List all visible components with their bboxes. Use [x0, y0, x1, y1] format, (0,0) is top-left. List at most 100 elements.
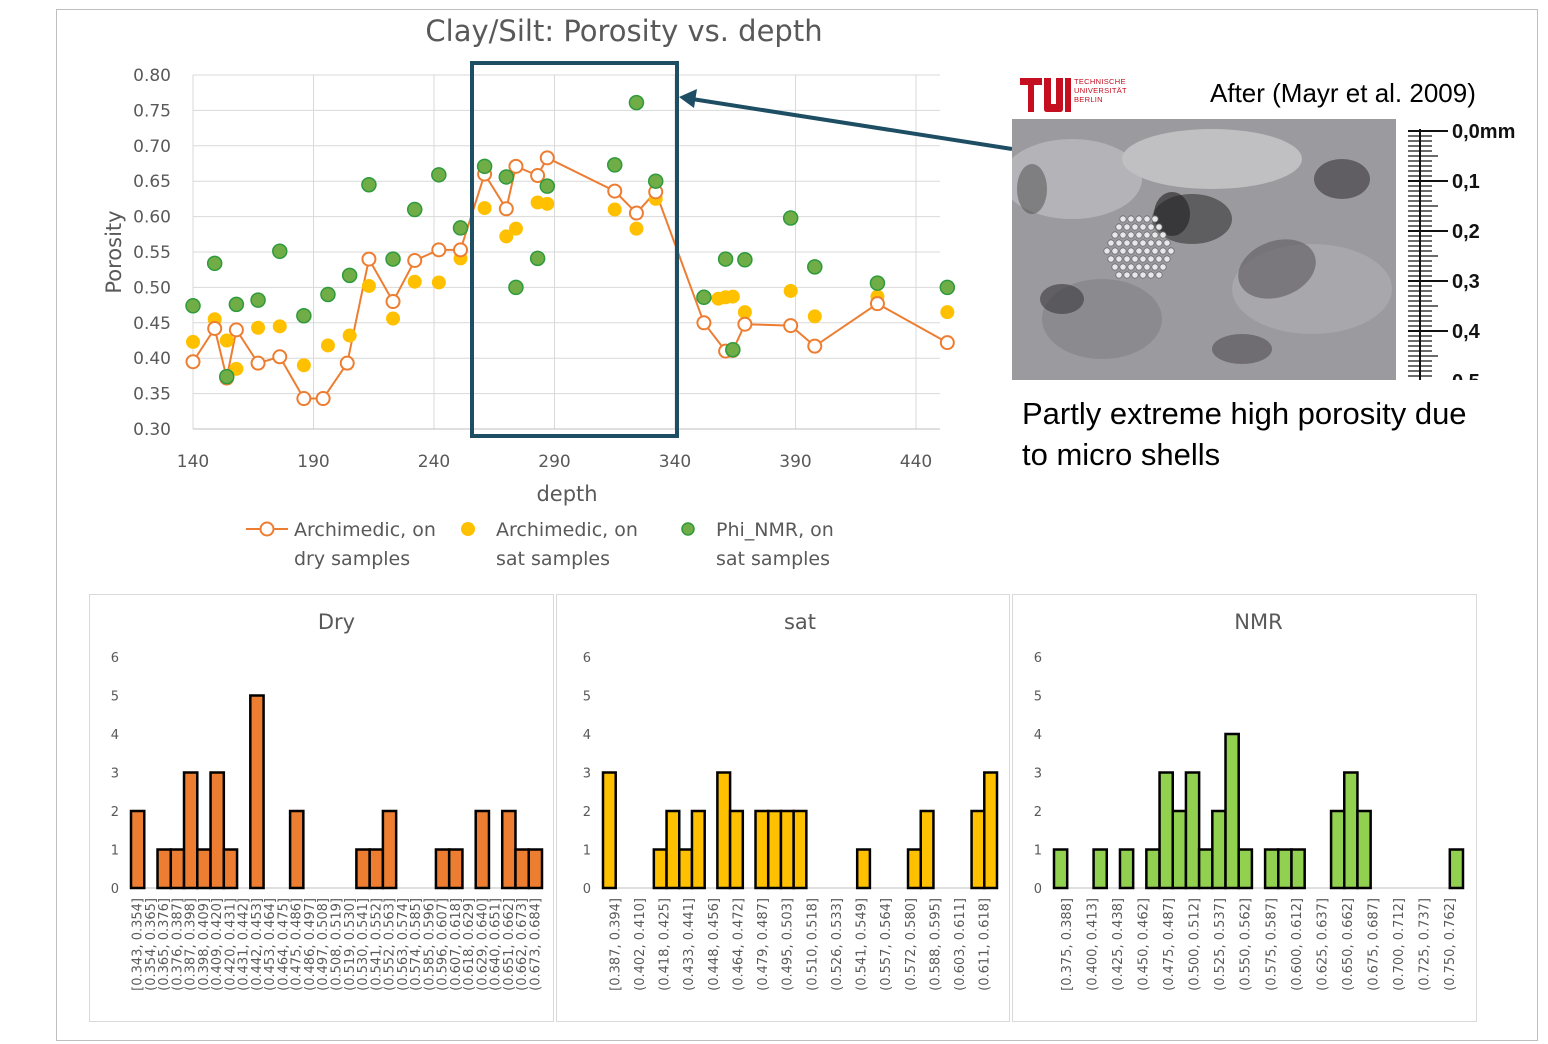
histogram-bar: [355, 848, 371, 890]
y-tick-label: 4: [1034, 728, 1042, 743]
x-tick-label: (0.526, 0.533]: [830, 898, 845, 991]
shell-pore: [1119, 231, 1127, 239]
x-tick-label: (0.603, 0.611]: [953, 898, 968, 991]
y-tick-label: 6: [111, 651, 119, 666]
y-tick-label: 0.45: [133, 314, 171, 334]
nmr-point: [228, 296, 245, 313]
y-tick-label: 5: [1034, 690, 1042, 705]
pointer-arrowhead: [679, 89, 697, 108]
histogram-bar: [678, 848, 694, 890]
histogram-sat: sat 0 1 2 3 4 5 6 [0.387, 0.394] (0.402, 0.410] (0…: [583, 610, 999, 991]
y-tick-label: 0.55: [133, 243, 171, 263]
logo-line-3: BERLIN: [1074, 95, 1103, 104]
x-tick-label: (0.588, 0.595]: [928, 898, 943, 991]
nmr-point: [529, 250, 546, 267]
shell-pore: [1155, 223, 1163, 231]
nmr-point: [696, 289, 712, 306]
dry-point: [250, 355, 266, 371]
x-tick-label: (0.650, 0.662]: [1341, 898, 1356, 991]
legend-label: sat samples: [716, 548, 830, 570]
nmr-point: [452, 220, 469, 236]
x-tick-label: (0.448, 0.456]: [707, 898, 722, 991]
x-tick-label: (0.387, 0.398]: [184, 898, 199, 991]
hist-panel-nmr: NMR 0 1 2 3 4 5 6 [0.375, 0.388] (0.400, 0.413] (0…: [1012, 594, 1477, 1022]
legend-label: Phi_NMR, on: [716, 519, 834, 541]
histogram-bar: [434, 848, 451, 890]
shell-pore: [1135, 231, 1143, 239]
dry-point: [498, 201, 514, 217]
x-tick-label: (0.675, 0.687]: [1367, 898, 1382, 991]
x-tick-label: (0.431, 0.442]: [237, 898, 252, 991]
shell-pore: [1163, 239, 1171, 247]
dry-point: [185, 354, 201, 370]
shell-pore: [1143, 247, 1151, 255]
x-tick-label: 240: [418, 452, 450, 472]
shell-pore: [1135, 215, 1143, 223]
y-tick-label: 2: [1034, 805, 1042, 820]
dry-point: [696, 315, 712, 331]
histogram-bar: [652, 848, 668, 890]
shell-pore: [1123, 255, 1131, 263]
x-tick-label: (0.479, 0.487]: [756, 898, 771, 991]
sat-point: [807, 309, 822, 324]
histogram-nmr: NMR 0 1 2 3 4 5 6 [0.375, 0.388] (0.400, 0.413] (0…: [1034, 610, 1465, 991]
shell-pore: [1127, 231, 1135, 239]
shell-pore: [1143, 231, 1151, 239]
y-tick-label: 3: [583, 767, 591, 782]
histogram-bar: [1290, 848, 1306, 890]
nmr-point: [206, 255, 223, 272]
x-tick-label: (0.500, 0.512]: [1188, 898, 1203, 991]
y-tick-label: 0: [583, 882, 591, 897]
dry-point: [737, 316, 753, 332]
histogram-bar: [1237, 848, 1254, 890]
x-tick-label: (0.725, 0.737]: [1418, 898, 1433, 991]
y-tick-label: 0.75: [133, 101, 171, 121]
sat-point: [725, 289, 740, 304]
histogram-title: sat: [784, 610, 816, 634]
histogram-bar: [728, 809, 745, 890]
shell-pore: [1119, 263, 1127, 271]
nmr-point: [361, 176, 377, 193]
x-tick-label: (0.662, 0.673]: [515, 898, 530, 991]
x-tick-label: (0.550, 0.562]: [1239, 898, 1254, 991]
shell-pore: [1123, 271, 1131, 279]
micrograph-photo: 0,0mm 0,1 0,2 0,3 0,4 0,5: [1012, 119, 1526, 380]
nmr-point: [320, 286, 336, 303]
x-tick-label: 190: [297, 452, 329, 472]
x-tick-label: (0.530, 0.541]: [356, 898, 371, 991]
shell-pore: [1151, 215, 1159, 223]
histogram-bar: [368, 848, 385, 890]
nmr-point: [725, 341, 741, 358]
scale-bar: [1408, 130, 1448, 377]
caption: Partly extreme high porosity due to micr…: [1022, 396, 1467, 472]
nmr-point: [498, 169, 515, 185]
shell-pore: [1147, 255, 1155, 263]
y-tick-label: 5: [111, 690, 119, 705]
shell-pore: [1159, 247, 1167, 255]
y-tick-label: 1: [111, 844, 119, 859]
legend-label: dry samples: [294, 548, 410, 570]
x-tick-label: (0.376, 0.387]: [170, 898, 185, 991]
nmr-point: [737, 252, 753, 268]
nmr-point: [508, 279, 524, 296]
legend-entry: Archimedic, on dry samples: [246, 519, 436, 570]
x-tick-label: (0.575, 0.587]: [1264, 898, 1279, 991]
logo-line-2: UNIVERSITÄT: [1074, 86, 1127, 95]
sat-point: [783, 283, 798, 298]
shell-pore: [1115, 239, 1123, 247]
shell-pore: [1163, 255, 1171, 263]
legend-entry: Phi_NMR, on sat samples: [681, 519, 834, 570]
histogram-bar: [665, 809, 681, 890]
x-tick-label: (0.541, 0.549]: [855, 898, 870, 991]
y-tick-label: 1: [583, 844, 591, 859]
x-tick-label: (0.418, 0.425]: [658, 898, 673, 991]
nmr-point: [476, 158, 493, 175]
histogram-title: NMR: [1234, 610, 1282, 634]
histogram-bar: [1263, 848, 1280, 890]
x-tick-label: (0.629, 0.640]: [475, 898, 490, 991]
nmr-point: [869, 275, 886, 291]
shell-pore: [1159, 263, 1167, 271]
shell-pore: [1107, 239, 1115, 247]
shell-pore: [1139, 255, 1147, 263]
